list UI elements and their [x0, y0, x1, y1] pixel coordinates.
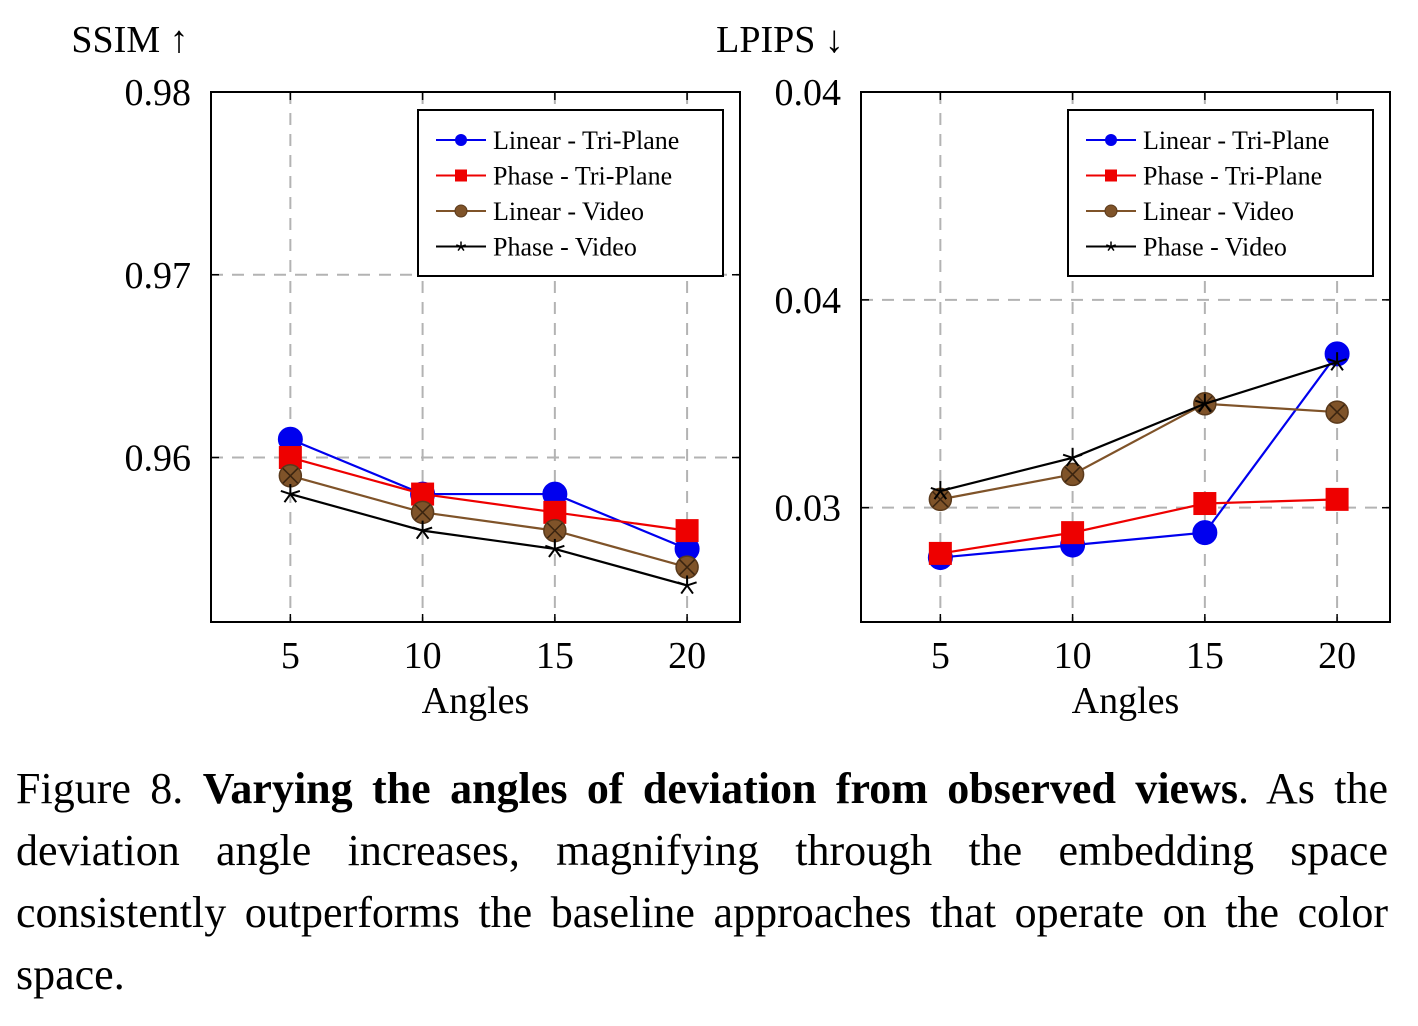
- ssim-chart: 5 10 15 20 0.96 0.97 0.98 Angles SSIM ↑ Linear - …: [71, 19, 741, 722]
- lpips-x-axis-label: Angles: [1072, 680, 1180, 722]
- lpips-data-point: [930, 481, 951, 500]
- figure-charts: 5 10 15 20 0.96 0.97 0.98 Angles SSIM ↑ Linear - …: [71, 19, 1391, 722]
- ssim-legend-entry: Phase - Video: [436, 233, 637, 262]
- lpips-series-3: [930, 352, 1347, 500]
- lpips-legend-entry: Linear - Tri-Plane: [1086, 126, 1329, 155]
- ssim-data-point: [675, 519, 699, 543]
- lpips-legend-marker: [1104, 204, 1118, 218]
- ssim-data-point: [545, 538, 565, 558]
- ssim-data-point: [412, 520, 433, 540]
- ssim-series-2: [278, 464, 699, 579]
- ssim-legend-marker: [454, 204, 468, 218]
- lpips-series-line: [940, 402, 1338, 501]
- lpips-legend-label: Linear - Video: [1143, 197, 1294, 226]
- ssim-x-tick-label: 15: [536, 635, 574, 677]
- ssim-legend: Linear - Tri-Plane Phase - Tri-Plane Linea…: [417, 109, 724, 277]
- lpips-chart: 5 10 15 20 0.03 0.04 0.04 Angles LPIPS ↓ Linear -…: [716, 19, 1391, 722]
- caption-label: Figure 8.: [16, 764, 184, 813]
- lpips-data-point: [1327, 352, 1347, 371]
- lpips-legend: Linear - Tri-Plane Phase - Tri-Plane Linea…: [1067, 109, 1374, 277]
- lpips-legend-marker: [1105, 169, 1117, 182]
- ssim-legend-label: Linear - Tri-Plane: [493, 126, 679, 155]
- ssim-data-point: [677, 575, 697, 595]
- ssim-data-point: [543, 518, 567, 543]
- figure-caption: Figure 8. Varying the angles of deviatio…: [16, 764, 1389, 999]
- lpips-data-point: [1192, 520, 1218, 546]
- ssim-legend-label: Linear - Video: [493, 197, 644, 226]
- ssim-y-tick-label: 0.98: [125, 72, 192, 114]
- lpips-legend-label: Linear - Tri-Plane: [1143, 126, 1329, 155]
- ssim-legend-marker: [455, 134, 467, 146]
- lpips-data-point: [1325, 400, 1349, 424]
- ssim-series-line: [290, 474, 688, 569]
- lpips-y-tick-label: 0.04: [775, 280, 842, 322]
- lpips-series-line: [940, 498, 1338, 555]
- lpips-legend-entry: Phase - Video: [1086, 233, 1287, 262]
- ssim-y-tick-label: 0.96: [125, 438, 192, 480]
- ssim-plot-frame: [210, 91, 741, 623]
- ssim-series-3: [280, 484, 697, 595]
- lpips-plot-frame: [860, 91, 1391, 623]
- lpips-x-tick-label: 5: [931, 635, 950, 677]
- ssim-data-point: [675, 555, 699, 579]
- ssim-legend-marker: [455, 169, 467, 182]
- ssim-legend-marker: [456, 241, 466, 251]
- ssim-legend-entry: Linear - Video: [436, 197, 644, 226]
- lpips-data-point: [1062, 447, 1083, 467]
- lpips-data-point: [1061, 521, 1085, 545]
- ssim-y-axis-label: SSIM ↑: [71, 19, 188, 61]
- ssim-series-line: [289, 438, 688, 550]
- lpips-y-tick-label: 0.03: [775, 488, 842, 530]
- ssim-x-tick-label: 5: [281, 635, 300, 677]
- lpips-series-line: [940, 353, 1338, 559]
- lpips-legend-entry: Phase - Tri-Plane: [1086, 162, 1322, 191]
- lpips-series-2: [928, 392, 1349, 512]
- lpips-data-point: [1193, 492, 1217, 516]
- lpips-x-tick-label: 15: [1186, 635, 1224, 677]
- ssim-legend-label: Phase - Tri-Plane: [493, 162, 672, 191]
- ssim-data-point: [410, 500, 435, 525]
- lpips-data-point: [1195, 393, 1215, 413]
- ssim-legend-label: Phase - Video: [493, 233, 637, 262]
- ssim-x-axis-label: Angles: [422, 680, 530, 722]
- ssim-y-tick-label: 0.97: [125, 255, 192, 297]
- caption-text: As the deviation angle increases, magnif…: [16, 764, 1389, 999]
- caption-title: Varying the angles of deviation from obs…: [202, 764, 1238, 813]
- ssim-legend-entry: Phase - Tri-Plane: [436, 162, 672, 191]
- lpips-x-tick-label: 10: [1054, 635, 1092, 677]
- lpips-y-axis-label: LPIPS ↓: [716, 19, 844, 61]
- ssim-legend-box: [417, 109, 724, 277]
- lpips-legend-marker: [1106, 241, 1116, 251]
- ssim-data-point: [278, 464, 303, 488]
- lpips-legend-label: Phase - Video: [1143, 233, 1287, 262]
- ssim-series-line: [290, 456, 688, 532]
- lpips-legend-label: Phase - Tri-Plane: [1143, 162, 1322, 191]
- lpips-series-0: [927, 341, 1350, 571]
- lpips-data-point: [928, 487, 953, 512]
- lpips-y-tick-label: 0.04: [775, 72, 842, 114]
- ssim-data-point: [280, 484, 301, 503]
- lpips-data-point: [1325, 487, 1349, 511]
- ssim-x-tick-label: 10: [404, 635, 442, 677]
- ssim-series-line: [290, 493, 688, 587]
- lpips-legend-marker: [1105, 134, 1117, 146]
- lpips-data-point: [1060, 462, 1085, 487]
- lpips-series-1: [928, 487, 1349, 565]
- lpips-x-tick-label: 20: [1318, 635, 1356, 677]
- ssim-legend-entry: Linear - Tri-Plane: [436, 126, 679, 155]
- lpips-legend-entry: Linear - Video: [1086, 197, 1294, 226]
- lpips-legend-box: [1067, 109, 1374, 277]
- lpips-data-point: [928, 541, 952, 565]
- ssim-x-tick-label: 20: [668, 635, 706, 677]
- lpips-series-line: [940, 361, 1338, 493]
